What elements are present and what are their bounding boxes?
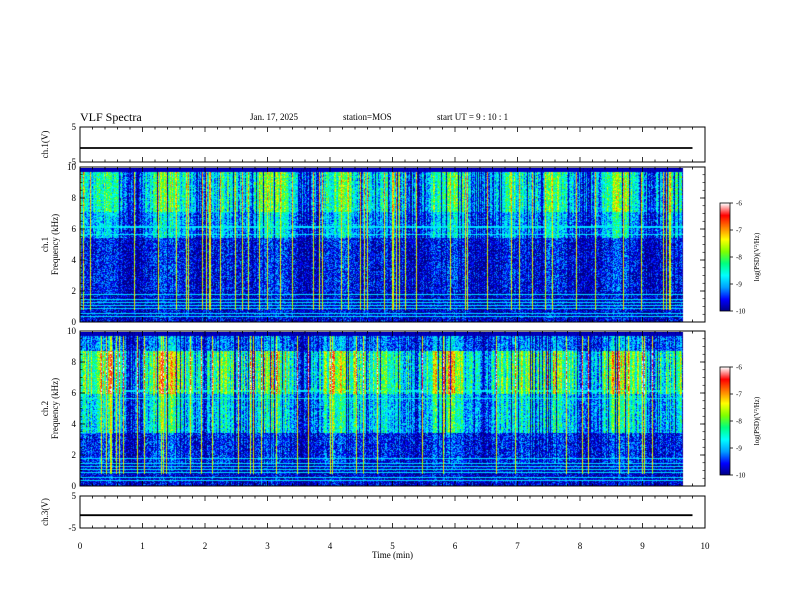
colorbar-tick-label: -9	[736, 445, 742, 453]
y-axis-label: Frequency (kHz)	[50, 214, 60, 275]
colorbar-tick-label: -7	[736, 227, 742, 235]
figure-title: VLF Spectra	[80, 110, 142, 124]
colorbar-frame	[719, 366, 731, 476]
colorbar-tick-label: -10	[736, 472, 746, 480]
panel-frame	[79, 330, 706, 487]
start-time-label: start UT = 9 : 10 : 1	[437, 112, 509, 122]
colorbar-tick-label: -6	[736, 200, 742, 208]
colorbar-label: log(PSD)(V²/Hz)	[753, 232, 761, 281]
colorbar-tick-label: -9	[736, 281, 742, 289]
x-tick-label: 1	[140, 541, 145, 551]
ch2-colorbar	[720, 367, 730, 475]
colorbar-frame	[719, 202, 731, 312]
colorbar-tick-label: -10	[736, 308, 746, 316]
colorbar-tick-label: -6	[736, 364, 742, 372]
panel-frame	[79, 126, 706, 163]
y-tick-label: 4	[72, 419, 77, 429]
x-tick-label: 9	[640, 541, 645, 551]
colorbar-label: log(PSD)(V²/Hz)	[753, 396, 761, 445]
x-tick-label: 8	[578, 541, 583, 551]
y-tick-label: 10	[67, 326, 77, 336]
y-tick-label: 10	[67, 162, 77, 172]
y-axis-label: ch.1	[40, 237, 50, 252]
y-tick-label: 2	[72, 450, 77, 460]
x-tick-label: 5	[390, 541, 395, 551]
colorbar-tick-label: -8	[736, 418, 742, 426]
colorbar-tick-label: -7	[736, 391, 742, 399]
panel-frame	[79, 166, 706, 323]
x-tick-label: 3	[265, 541, 270, 551]
y-tick-label: 8	[72, 357, 77, 367]
colorbar-tick-label: -8	[736, 254, 742, 262]
y-tick-label: 5	[72, 122, 77, 132]
y-axis-label: ch.2	[40, 401, 50, 416]
y-tick-label: 0	[72, 317, 77, 327]
y-tick-label: 5	[72, 491, 77, 501]
y-tick-label: 6	[72, 388, 77, 398]
y-tick-label: -5	[69, 523, 77, 533]
y-tick-label: 6	[72, 224, 77, 234]
x-axis-label: Time (min)	[372, 550, 413, 560]
station-label: station=MOS	[343, 112, 392, 122]
x-tick-label: 4	[328, 541, 333, 551]
x-tick-label: 2	[203, 541, 208, 551]
ch1-colorbar	[720, 203, 730, 311]
x-tick-label: 7	[515, 541, 520, 551]
x-tick-label: 0	[78, 541, 83, 551]
y-tick-label: 2	[72, 286, 77, 296]
y-tick-label: 0	[72, 481, 77, 491]
date-label: Jan. 17, 2025	[250, 112, 298, 122]
y-axis-label: Frequency (kHz)	[50, 378, 60, 439]
y-axis-label: ch.3(V)	[40, 498, 50, 526]
ch2-spectrogram	[80, 332, 695, 486]
y-axis-label: ch.1(V)	[40, 131, 50, 159]
x-tick-label: 6	[453, 541, 458, 551]
y-tick-label: -5	[69, 157, 77, 167]
y-tick-label: 8	[72, 193, 77, 203]
ch1-spectrogram	[80, 168, 695, 322]
x-tick-label: 10	[701, 541, 711, 551]
y-tick-label: 4	[72, 255, 77, 265]
